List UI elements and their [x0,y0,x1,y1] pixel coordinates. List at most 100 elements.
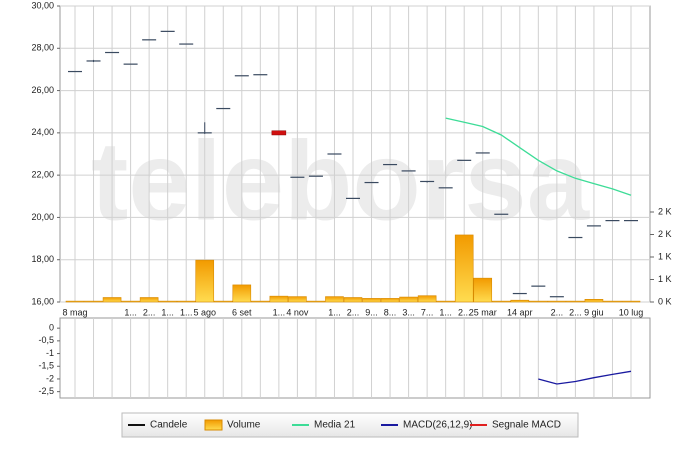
legend-label: Candele [150,420,188,431]
volume-bar [399,296,418,303]
candle-body [586,225,601,227]
volume-bar [603,300,622,303]
candle-body [105,51,120,54]
volume-bar [510,299,530,303]
legend-label: Segnale MACD [492,420,561,431]
candle-body [346,197,360,199]
candle-body [253,74,268,76]
legend-box [121,412,579,438]
volume-bar [436,300,455,303]
legend: Candele Volume Media 21 MACD(26,12,9) Segnal… [128,419,561,431]
y-tick-label: -0,5 [38,335,54,345]
x-tick-label: 25 mar [469,307,497,317]
x-tick-label: 1... [273,307,286,317]
y-tick-label: 18,00 [31,254,54,264]
candle-body [142,39,157,41]
x-tick-label: 7... [421,307,434,317]
volume-bar [362,298,381,303]
volume-bar [176,300,196,303]
x-tick-label: 2... [347,307,360,317]
x-tick-label: 2... [458,307,471,317]
candle-body [290,176,305,178]
candle-body [494,213,509,215]
y-tick-label: 0 [49,323,54,333]
candle-body [401,170,416,172]
y2-tick-label: 2 K [658,229,672,239]
volume-bar [454,234,474,303]
candle-body [364,181,379,184]
volume-bar [306,300,326,303]
y-tick-label: 30,00 [31,0,54,10]
y2-tick-label: 2 K [658,206,672,216]
x-tick-label: 8... [384,307,397,317]
x-tick-label: 9... [365,307,378,317]
y-tick-label: 16,00 [31,296,54,306]
volume-bar [491,300,511,303]
candle-body [327,153,342,155]
x-tick-label: 1... [180,307,193,317]
y-tick-label: 20,00 [31,212,54,222]
volume-bar [325,296,344,303]
volume-bar [547,300,567,303]
x-tick-label: 2... [143,307,156,317]
x-tick-label: 1... [439,307,452,317]
y-tick-label: 22,00 [31,170,54,180]
x-tick-label: 2... [551,307,564,317]
volume-bar [139,297,159,303]
volume-bar [84,300,103,303]
legend-label: Volume [227,420,261,431]
candle-body [420,180,435,183]
volume-bar [269,295,289,303]
volume-bar [102,297,122,303]
candle-body [383,163,398,166]
y-tick-label: -2 [46,373,54,383]
candle-body [438,187,453,189]
legend-label: MACD(26,12,9) [403,420,472,431]
volume-bar [566,300,585,303]
y-tick-label: 26,00 [31,85,54,95]
x-tick-label: 2... [569,307,582,317]
volume-bar [251,300,270,303]
y-tick-label: -2,5 [38,386,54,396]
candle-body [160,30,175,32]
volume-bar [121,300,140,303]
volume-bar [232,284,252,303]
volume-bar [195,259,215,303]
volume-bar [380,298,400,303]
macd-panel [59,317,651,399]
candle-body [271,130,287,136]
candle-body [308,175,323,177]
y-tick-label: 28,00 [31,43,54,53]
x-tick-label: 10 lug [619,307,644,317]
volume-bar [529,300,548,303]
volume-bar [65,300,85,303]
x-tick-label: 6 set [232,307,252,317]
candle-body [216,107,231,110]
y-tick-label: 24,00 [31,127,54,137]
y-tick-label: -1 [46,348,54,358]
volume-bar [584,299,604,303]
legend-label: Media 21 [314,420,356,431]
x-tick-label: 1... [124,307,137,317]
x-tick-label: 3... [402,307,415,317]
candle-body [549,296,564,298]
candle-body [531,285,546,287]
candle-body [568,236,583,239]
candle-body [123,63,138,65]
x-tick-label: 1... [161,307,174,317]
price-panel [59,5,651,303]
x-tick-label: 5 ago [193,307,216,317]
x-tick-label: 14 apr [507,307,533,317]
candle-body [624,220,638,222]
candle-body [457,159,472,161]
candle-body [605,220,620,222]
x-tick-label: 4 nov [286,307,309,317]
volume-bar [213,300,233,303]
x-tick-label: 1... [328,307,341,317]
volume-bar [158,300,177,303]
volume-bar [473,277,493,303]
line-series [445,117,632,196]
candle-body [179,43,194,45]
candle-body [86,60,101,62]
